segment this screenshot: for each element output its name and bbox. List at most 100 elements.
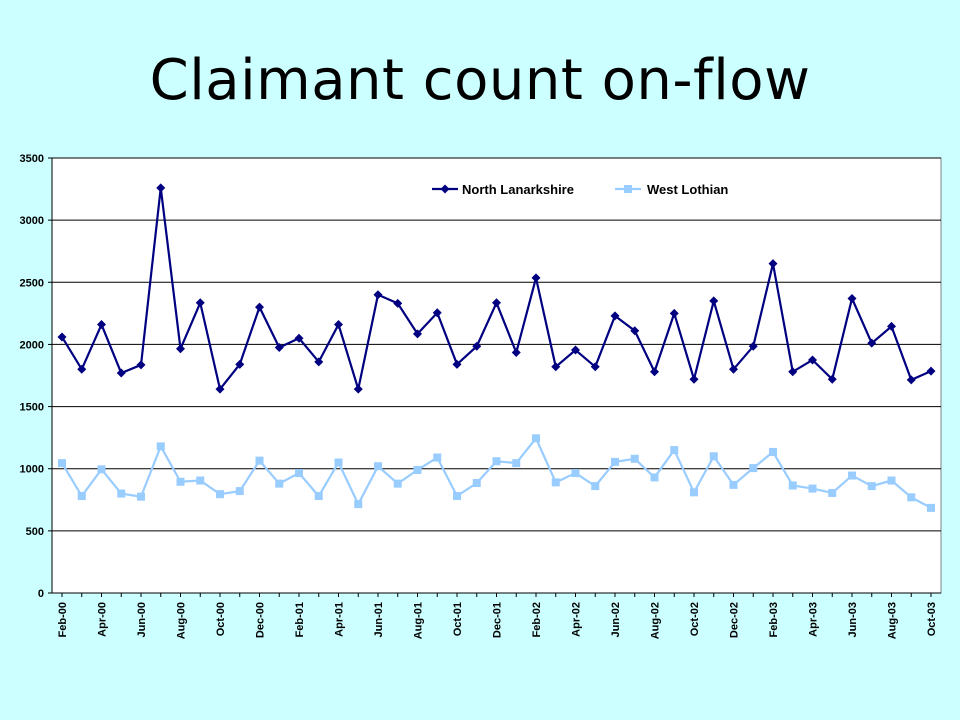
data-point [58, 459, 66, 468]
data-point [452, 359, 462, 369]
data-point [551, 362, 561, 372]
data-point [808, 355, 817, 365]
data-point [274, 343, 284, 353]
data-point [453, 492, 461, 501]
data-point [848, 471, 856, 480]
data-point [472, 341, 482, 351]
data-point [571, 469, 580, 478]
data-point [690, 488, 698, 497]
x-tick-label: Jun-01 [373, 602, 385, 637]
data-point [591, 482, 600, 491]
data-point [808, 484, 817, 493]
legend-marker [440, 184, 450, 194]
data-point [472, 479, 481, 488]
data-point [314, 492, 323, 501]
legend-label: North Lanarkshire [462, 182, 574, 197]
data-point [827, 374, 837, 384]
data-point [117, 489, 126, 498]
data-point [650, 367, 659, 377]
data-point [334, 458, 343, 467]
data-point [195, 298, 205, 308]
data-point [393, 298, 403, 308]
data-point [630, 454, 639, 463]
data-point [630, 326, 640, 336]
y-tick-label: 3000 [20, 215, 44, 227]
x-tick-label: Aug-01 [413, 602, 425, 639]
legend-marker [624, 185, 632, 193]
data-point [926, 366, 936, 376]
data-point [354, 500, 363, 509]
data-point [729, 364, 738, 374]
data-point [176, 477, 185, 486]
data-point [314, 357, 324, 367]
data-point [748, 341, 758, 351]
data-point [295, 469, 303, 478]
data-point [433, 453, 442, 462]
data-point [196, 476, 205, 485]
data-point [176, 344, 185, 354]
data-point [531, 273, 541, 283]
x-tick-label: Feb-01 [294, 602, 306, 637]
y-axis: 0 500 1000 1500 2000 2500 3000 3500 [20, 153, 53, 600]
x-tick-label: Apr-00 [97, 602, 109, 637]
data-point [590, 362, 600, 372]
data-point [847, 293, 857, 303]
data-point [907, 493, 916, 502]
data-point [887, 321, 896, 331]
data-point [512, 459, 521, 468]
y-tick-label: 0 [38, 588, 44, 600]
data-point [887, 476, 896, 485]
data-point [610, 311, 620, 321]
x-tick-label: Oct-02 [689, 602, 701, 636]
data-point [492, 298, 501, 308]
data-point [235, 359, 245, 369]
data-point [334, 320, 343, 330]
data-point [749, 464, 758, 473]
x-tick-label: Jun-03 [847, 602, 859, 637]
legend-label: West Lothian [647, 182, 728, 197]
data-point [532, 434, 540, 443]
x-tick-label: Dec-01 [492, 602, 504, 638]
data-point [650, 473, 659, 482]
data-point [156, 442, 165, 451]
page-title: Claimant count on-flow [149, 48, 811, 113]
x-tick-label: Aug-02 [650, 602, 662, 639]
data-point [413, 329, 422, 339]
data-point [77, 492, 86, 501]
x-tick-label: Oct-01 [452, 602, 464, 636]
data-point [571, 345, 580, 355]
y-tick-label: 1500 [20, 402, 44, 414]
plot-area [51, 157, 942, 594]
data-point [255, 302, 264, 312]
x-tick-label: Feb-02 [531, 602, 543, 637]
data-point [116, 368, 126, 378]
x-tick-label: Apr-01 [334, 602, 346, 637]
data-point [768, 259, 778, 269]
data-point [729, 480, 738, 489]
data-point [689, 374, 699, 384]
data-point [156, 183, 166, 193]
data-point [137, 492, 145, 501]
x-tick-label: Apr-02 [571, 602, 583, 637]
y-tick-label: 1000 [20, 464, 44, 476]
data-point [294, 333, 304, 343]
x-axis: Feb-00 Apr-00 Jun-00 Aug-00 Oct-00 Dec-00 Feb-… [52, 592, 941, 639]
data-point [788, 481, 797, 490]
data-point [275, 479, 284, 488]
data-point [432, 308, 442, 318]
gridlines [52, 157, 941, 532]
data-point [235, 487, 244, 496]
data-point [393, 479, 402, 488]
data-point [373, 290, 383, 300]
y-tick-label: 2500 [20, 277, 44, 289]
x-tick-label: Feb-03 [768, 602, 780, 637]
y-tick-label: 500 [26, 526, 44, 538]
data-point [867, 482, 876, 491]
data-point [353, 384, 363, 394]
x-tick-label: Oct-03 [926, 602, 938, 636]
data-point [492, 457, 501, 466]
x-tick-label: Dec-02 [729, 602, 741, 638]
data-point [57, 332, 67, 342]
data-point [77, 364, 87, 374]
